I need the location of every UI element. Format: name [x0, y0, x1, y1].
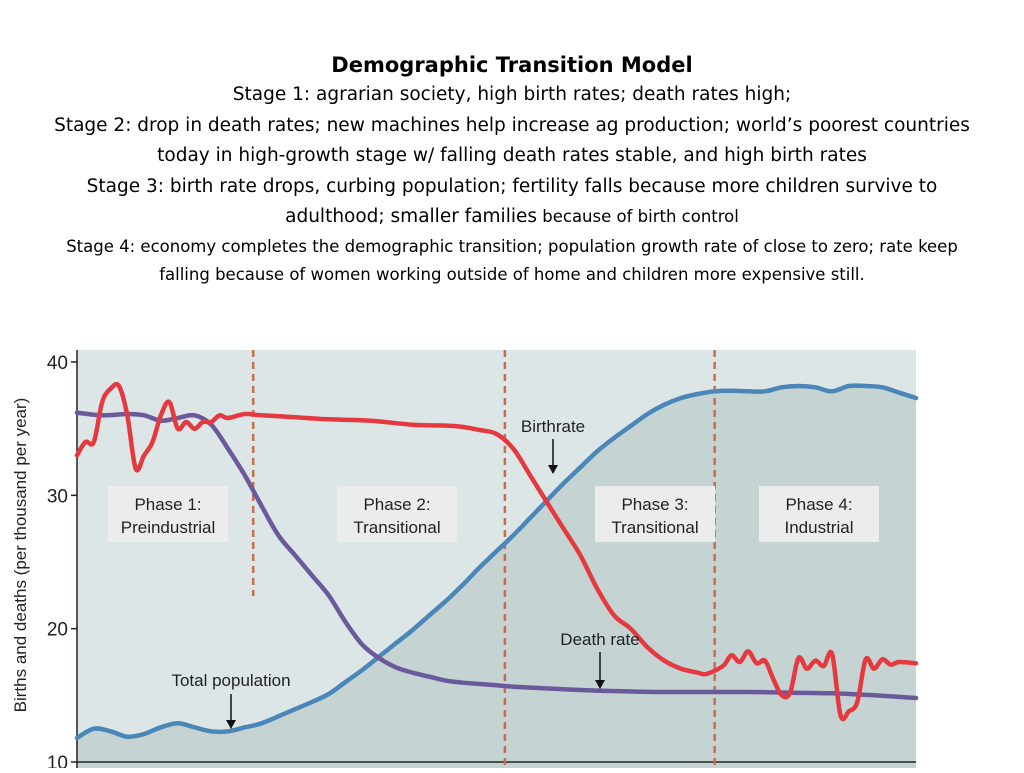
total-population-line	[74, 383, 919, 741]
phase-2-box	[337, 486, 457, 542]
stage-3-main: Stage 3: birth rate drops, curbing popul…	[86, 175, 938, 228]
stage-1-text: Stage 1: agrarian society, high birth ra…	[232, 84, 792, 105]
phase-2-label-line1: Phase 2:	[363, 495, 430, 514]
stage-4-text: Stage 4: economy completes the demograph…	[66, 236, 958, 285]
phase-1-label-line1: Phase 1:	[134, 495, 201, 514]
phase-4-label-line1: Phase 4:	[785, 495, 852, 514]
phase-4-label-line2: Industrial	[785, 518, 854, 537]
demographic-transition-chart: 10 20 30 40 Births and deaths (per thousand …	[0, 338, 1024, 773]
phase-1-box	[108, 486, 228, 542]
death-rate-annotation: Death rate	[560, 630, 639, 649]
y-tick-label-30: 30	[47, 486, 68, 507]
y-tick-label-20: 20	[47, 620, 68, 641]
stage-3-aside: because of birth control	[537, 207, 739, 226]
y-tick-label-10: 10	[47, 753, 68, 768]
phase-2-label-line2: Transitional	[353, 518, 440, 537]
phase-3-box	[595, 486, 715, 542]
phase-3-label-line1: Phase 3:	[621, 495, 688, 514]
birthrate-line	[74, 381, 919, 722]
birthrate-annotation: Birthrate	[521, 417, 585, 436]
chart-svg: 10 20 30 40 Births and deaths (per thousand …	[11, 350, 919, 773]
phase-3-label-line2: Transitional	[611, 518, 698, 537]
stage-3-text: Stage 3: birth rate drops, curbing popul…	[40, 172, 984, 233]
death-rate-arrow-head	[595, 680, 605, 689]
birthrate-arrow-head	[548, 465, 558, 474]
slide-title: Demographic Transition Model	[331, 53, 693, 77]
y-tick-label-40: 40	[47, 353, 68, 374]
death-rate-line	[74, 410, 919, 701]
phase-4-box	[759, 486, 879, 542]
stage-2-text: Stage 2: drop in death rates; new machin…	[54, 114, 970, 167]
total-population-annotation: Total population	[171, 671, 290, 690]
slide-text-block: Demographic Transition Model Stage 1: ag…	[40, 50, 984, 290]
phase-1-label-line2: Preindustrial	[121, 518, 216, 537]
total-population-arrow-head	[226, 720, 236, 729]
y-axis-title: Births and deaths (per thousand per year…	[11, 398, 30, 713]
